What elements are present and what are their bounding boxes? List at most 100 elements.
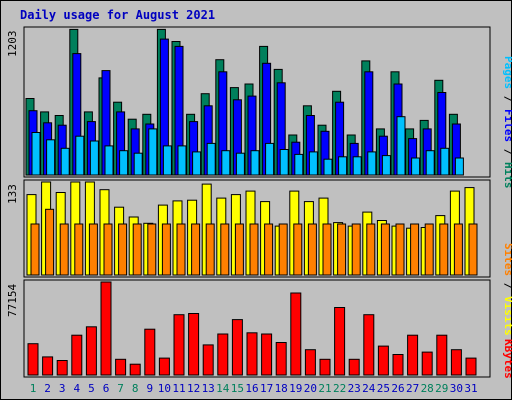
day-label-17: 17 xyxy=(260,382,273,395)
middle-sites-bar-6 xyxy=(103,223,113,276)
bottom-panel-ymax-label: 77154 xyxy=(6,284,19,317)
top-pages-bar-19 xyxy=(294,153,304,176)
top-pages-bar-21 xyxy=(323,158,333,176)
top-pages-bar-14 xyxy=(221,150,231,176)
day-label-30: 30 xyxy=(450,382,463,395)
day-label-12: 12 xyxy=(187,382,200,395)
bottom-kbytes-bar-20 xyxy=(304,349,316,376)
bottom-kbytes-bar-3 xyxy=(56,360,68,376)
middle-sites-bar-4 xyxy=(74,223,84,276)
bottom-kbytes-bar-22 xyxy=(334,307,346,376)
day-label-5: 5 xyxy=(88,382,95,395)
middle-sites-bar-2 xyxy=(45,208,55,276)
bottom-kbytes-bar-23 xyxy=(348,358,360,376)
middle-sites-bar-25 xyxy=(380,223,390,276)
bottom-kbytes-bar-28 xyxy=(421,351,433,376)
top-pages-bar-3 xyxy=(60,147,70,176)
top-pages-bar-26 xyxy=(396,116,406,176)
day-label-2: 2 xyxy=(44,382,51,395)
middle-sites-bar-13 xyxy=(205,223,215,276)
day-label-3: 3 xyxy=(59,382,66,395)
middle-sites-bar-5 xyxy=(88,223,98,276)
top-pages-bar-18 xyxy=(279,149,289,176)
middle-sites-bar-1 xyxy=(30,223,40,276)
day-label-7: 7 xyxy=(117,382,124,395)
bottom-kbytes-bar-31 xyxy=(465,357,477,376)
bottom-kbytes-bar-11 xyxy=(173,314,185,376)
middle-sites-bar-17 xyxy=(264,223,274,276)
bottom-kbytes-bar-8 xyxy=(129,363,141,376)
top-legend-separator: / xyxy=(502,89,512,109)
legends-layer: Pages / Files / Hits Sites / Visits KBytes xyxy=(502,56,512,379)
bottom-kbytes-bar-16 xyxy=(246,332,258,376)
top-legend-hits: Hits xyxy=(502,162,512,189)
top-pages-bar-27 xyxy=(411,157,421,176)
day-label-19: 19 xyxy=(289,382,302,395)
bottom-kbytes-bar-14 xyxy=(217,333,229,376)
day-label-18: 18 xyxy=(275,382,288,395)
bottom-kbytes-bar-1 xyxy=(27,343,39,376)
day-label-22: 22 xyxy=(333,382,346,395)
top-pages-bar-8 xyxy=(133,152,143,176)
bottom-kbytes-bar-10 xyxy=(158,357,170,376)
top-legend-files: Files xyxy=(502,109,512,142)
bottom-kbytes-bar-24 xyxy=(363,314,375,376)
top-pages-bar-25 xyxy=(381,155,391,176)
middle-sites-bar-10 xyxy=(161,223,171,276)
middle-sites-bar-29 xyxy=(439,223,449,276)
day-label-21: 21 xyxy=(318,382,331,395)
day-label-15: 15 xyxy=(231,382,244,395)
bottom-kbytes-bar-6 xyxy=(100,281,112,376)
top-pages-bar-7 xyxy=(119,150,129,176)
top-pages-bar-22 xyxy=(338,156,348,176)
top-pages-bar-10 xyxy=(162,145,172,176)
top-pages-bar-5 xyxy=(89,140,99,176)
day-label-24: 24 xyxy=(362,382,376,395)
bottom-kbytes-bar-7 xyxy=(115,358,127,376)
middle-sites-bar-12 xyxy=(191,223,201,276)
top-pages-bar-16 xyxy=(250,150,260,176)
top-panel-legend: Pages / Files / Hits xyxy=(502,56,512,189)
middle-panel-ymax-label: 133 xyxy=(6,184,19,204)
bottom-kbytes-bar-18 xyxy=(275,342,287,376)
middle-panel-legend: Sites / Visits xyxy=(502,243,512,336)
bottom-panel-frame xyxy=(23,279,491,378)
middle-sites-bar-19 xyxy=(293,223,303,276)
top-panel-frame xyxy=(23,26,491,178)
middle-sites-bar-26 xyxy=(395,223,405,276)
middle-sites-bar-11 xyxy=(176,223,186,276)
day-label-10: 10 xyxy=(158,382,171,395)
middle-sites-bar-28 xyxy=(424,223,434,276)
bottom-kbytes-bar-19 xyxy=(290,292,302,376)
bottom-kbytes-bar-25 xyxy=(377,345,389,376)
middle-legend-visits: Visits xyxy=(502,296,512,336)
day-label-29: 29 xyxy=(435,382,448,395)
day-label-23: 23 xyxy=(348,382,361,395)
top-pages-bar-9 xyxy=(148,128,158,176)
top-pages-bar-12 xyxy=(192,151,202,176)
middle-sites-bar-30 xyxy=(453,223,463,276)
bottom-kbytes-bar-17 xyxy=(261,333,273,376)
day-label-31: 31 xyxy=(464,382,477,395)
middle-sites-bar-15 xyxy=(234,223,244,276)
bottom-kbytes-bar-29 xyxy=(436,334,448,376)
top-pages-bar-30 xyxy=(454,157,464,176)
middle-sites-bar-9 xyxy=(147,223,157,276)
top-pages-bar-11 xyxy=(177,145,187,176)
day-label-1: 1 xyxy=(30,382,37,395)
day-label-11: 11 xyxy=(172,382,185,395)
bottom-kbytes-bar-26 xyxy=(392,354,404,376)
top-pages-bar-1 xyxy=(31,132,41,176)
bars-layer xyxy=(25,28,478,376)
top-pages-bar-6 xyxy=(104,145,114,176)
middle-sites-bar-14 xyxy=(220,223,230,276)
middle-sites-bar-18 xyxy=(278,223,288,276)
day-label-9: 9 xyxy=(146,382,153,395)
top-pages-bar-13 xyxy=(206,142,216,176)
top-pages-bar-23 xyxy=(352,156,362,176)
top-pages-bar-2 xyxy=(46,139,56,176)
bottom-kbytes-bar-5 xyxy=(85,326,97,376)
middle-sites-bar-23 xyxy=(351,223,361,276)
